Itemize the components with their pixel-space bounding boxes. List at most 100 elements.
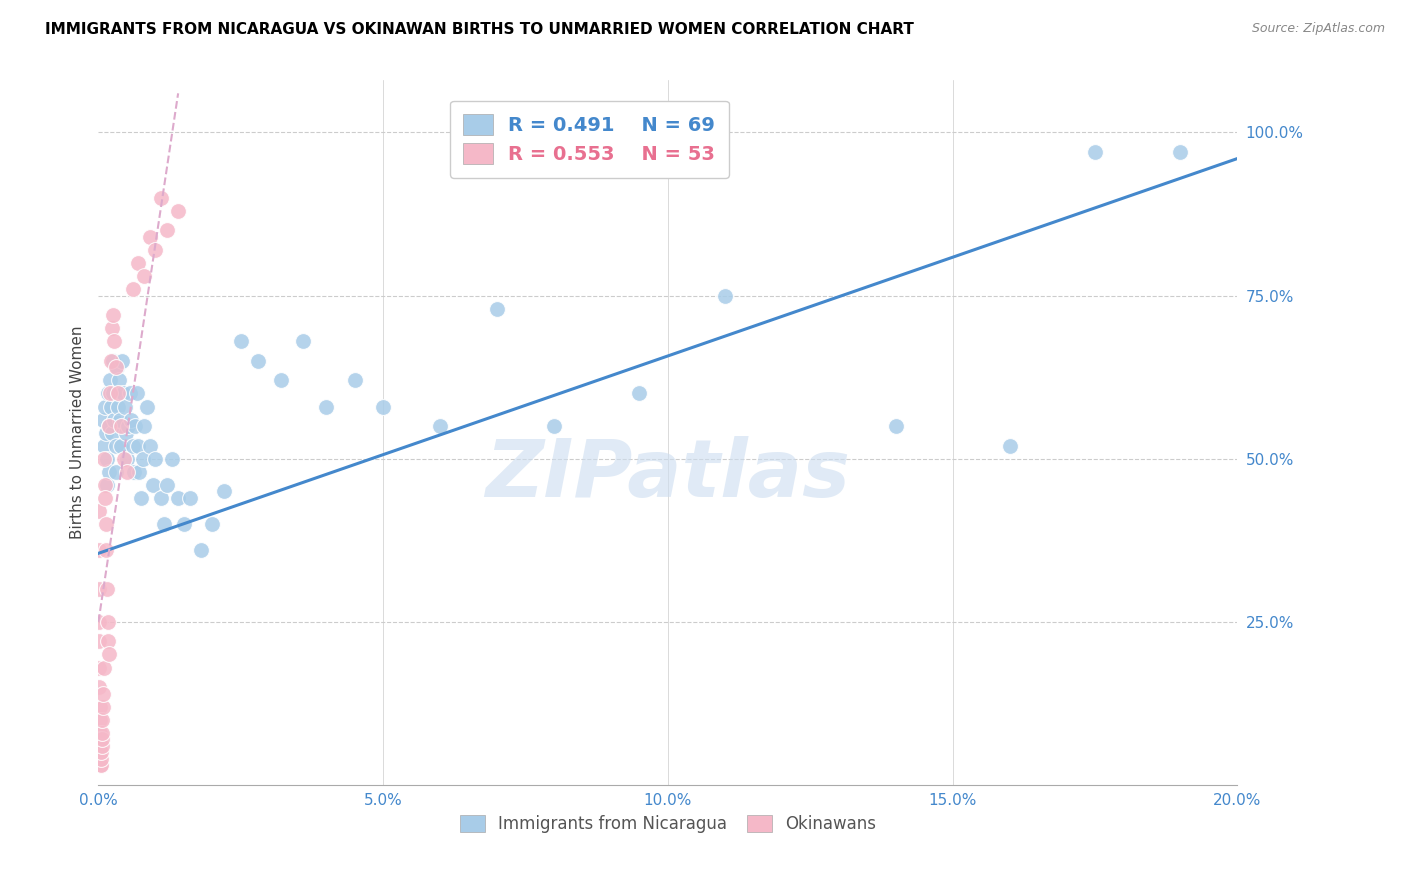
Point	[89, 713, 111, 727]
Point	[96, 582, 118, 597]
Point	[94, 516, 117, 531]
Point	[156, 223, 179, 237]
Point	[112, 386, 135, 401]
Text: IMMIGRANTS FROM NICARAGUA VS OKINAWAN BIRTHS TO UNMARRIED WOMEN CORRELATION CHAR: IMMIGRANTS FROM NICARAGUA VS OKINAWAN BI…	[45, 22, 914, 37]
Point	[138, 439, 160, 453]
Point	[96, 543, 118, 558]
Point	[246, 354, 269, 368]
Point	[1170, 145, 1192, 159]
Point	[150, 491, 173, 505]
Point	[121, 439, 143, 453]
Point	[135, 400, 157, 414]
Point	[89, 732, 111, 747]
Point	[94, 400, 117, 414]
Point	[132, 419, 155, 434]
Point	[179, 491, 201, 505]
Point	[91, 699, 114, 714]
Point	[107, 400, 129, 414]
Point	[373, 400, 395, 414]
Point	[118, 386, 141, 401]
Point	[104, 439, 127, 453]
Point	[97, 465, 120, 479]
Point	[91, 725, 114, 739]
Point	[91, 412, 114, 426]
Legend: Immigrants from Nicaragua, Okinawans: Immigrants from Nicaragua, Okinawans	[453, 808, 883, 840]
Point	[270, 373, 292, 387]
Point	[173, 516, 195, 531]
Point	[100, 400, 122, 414]
Point	[115, 451, 138, 466]
Point	[122, 465, 145, 479]
Point	[96, 478, 118, 492]
Point	[87, 504, 110, 518]
Point	[90, 745, 112, 759]
Point	[98, 419, 121, 434]
Point	[89, 725, 111, 739]
Point	[90, 752, 112, 766]
Point	[201, 516, 224, 531]
Point	[87, 543, 110, 558]
Point	[315, 400, 337, 414]
Text: ZIPatlas: ZIPatlas	[485, 436, 851, 514]
Text: Source: ZipAtlas.com: Source: ZipAtlas.com	[1251, 22, 1385, 36]
Point	[89, 745, 111, 759]
Point	[115, 465, 138, 479]
Point	[121, 282, 143, 296]
Point	[110, 439, 132, 453]
Point	[141, 478, 163, 492]
Point	[132, 451, 155, 466]
Point	[145, 451, 167, 466]
Point	[114, 425, 136, 440]
Point	[90, 758, 112, 772]
Point	[150, 191, 173, 205]
Point	[100, 354, 122, 368]
Point	[628, 386, 651, 401]
Point	[89, 680, 111, 694]
Point	[101, 321, 124, 335]
Point	[543, 419, 565, 434]
Point	[96, 615, 118, 629]
Point	[156, 478, 179, 492]
Point	[103, 412, 125, 426]
Point	[90, 758, 112, 772]
Point	[110, 419, 132, 434]
Point	[103, 334, 125, 349]
Point	[91, 687, 114, 701]
Point	[127, 386, 149, 401]
Point	[101, 425, 124, 440]
Point	[98, 373, 121, 387]
Point	[998, 439, 1021, 453]
Point	[89, 634, 111, 648]
Point	[343, 373, 366, 387]
Point	[117, 419, 139, 434]
Point	[90, 739, 112, 753]
Point	[105, 360, 128, 375]
Point	[884, 419, 907, 434]
Point	[1084, 145, 1107, 159]
Point	[97, 419, 120, 434]
Point	[153, 516, 176, 531]
Point	[111, 354, 134, 368]
Point	[103, 386, 125, 401]
Point	[91, 713, 114, 727]
Point	[132, 268, 155, 283]
Point	[103, 308, 125, 322]
Point	[104, 360, 127, 375]
Point	[127, 439, 149, 453]
Point	[93, 660, 115, 674]
Point	[98, 386, 121, 401]
Point	[190, 543, 212, 558]
Point	[93, 439, 115, 453]
Point	[89, 660, 111, 674]
Point	[93, 451, 115, 466]
Point	[87, 615, 110, 629]
Point	[714, 288, 737, 302]
Point	[162, 451, 184, 466]
Point	[89, 699, 111, 714]
Point	[89, 739, 111, 753]
Point	[94, 491, 117, 505]
Point	[138, 230, 160, 244]
Point	[97, 634, 120, 648]
Point	[229, 334, 252, 349]
Point	[108, 412, 131, 426]
